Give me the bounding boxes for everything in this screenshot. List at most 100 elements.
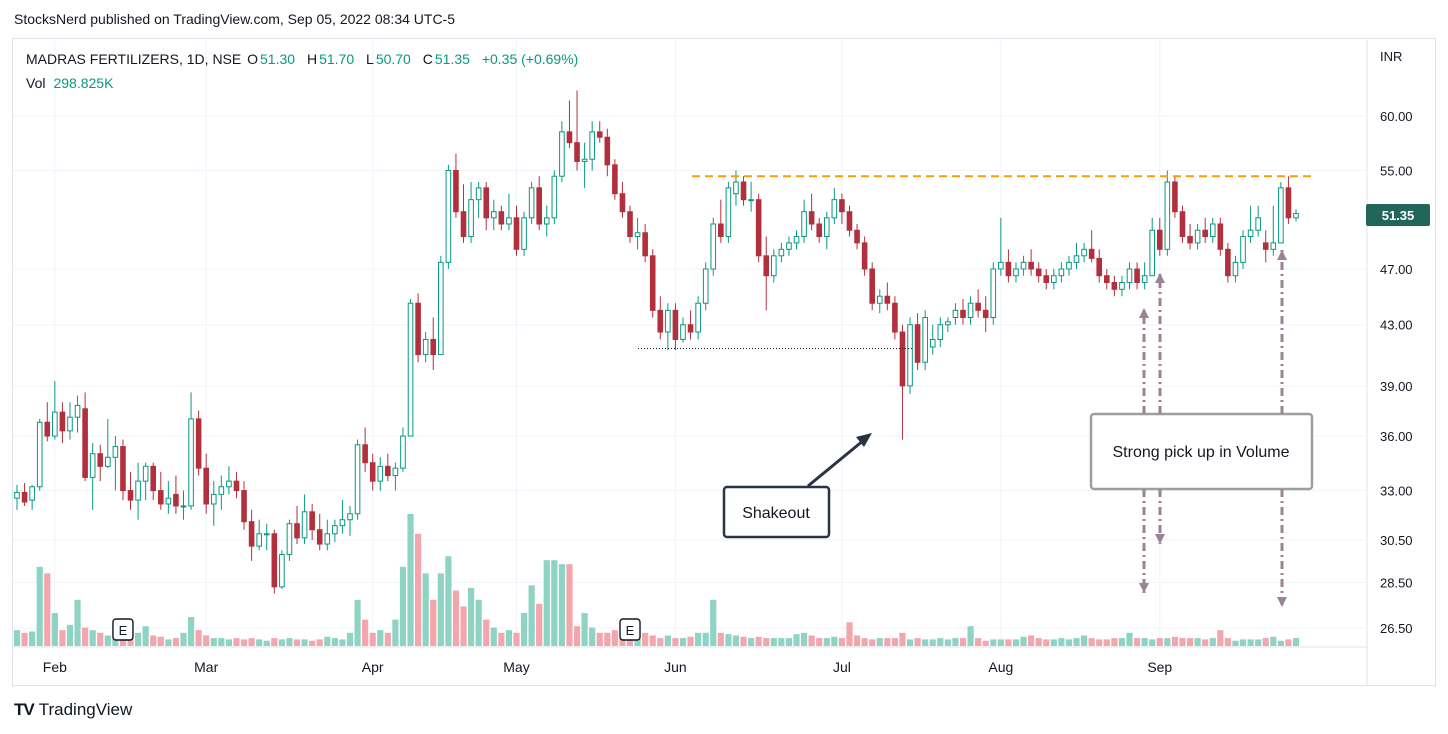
candle-body: [854, 229, 860, 244]
candle-body: [301, 511, 308, 539]
volume-bar: [1065, 639, 1073, 646]
volume-bar: [1111, 638, 1118, 646]
volume-bar: [846, 622, 853, 646]
volume-bar: [452, 590, 460, 646]
candle-body: [59, 411, 66, 432]
candle-body: [460, 211, 467, 238]
volume-bar: [543, 560, 550, 646]
candle-body: [29, 486, 35, 501]
volume-bar: [869, 639, 876, 646]
last-price-tag: 51.35: [1366, 204, 1430, 226]
volume-bar: [142, 626, 149, 646]
volume-bar: [1043, 639, 1050, 646]
volume-bar: [558, 564, 565, 646]
candle-body: [218, 486, 225, 495]
price-axis[interactable]: 60.00 55.00 47.00 43.00 39.00 36.00 33.00 30.50…: [1380, 109, 1413, 636]
volume-note-box: [1089, 412, 1314, 491]
volume-bar: [1133, 638, 1141, 646]
high-value: 51.70: [319, 51, 355, 67]
candle-body: [733, 181, 739, 195]
candle-body: [142, 465, 149, 482]
earnings-marker: E: [112, 618, 134, 641]
candle-body: [165, 497, 172, 505]
volume-bar: [664, 635, 671, 646]
volume-bar: [505, 630, 513, 646]
candle-body: [596, 131, 603, 138]
candle-body: [1187, 236, 1193, 244]
candle-body: [1081, 248, 1087, 257]
volume-bar: [596, 632, 603, 646]
volume-bar: [1171, 636, 1179, 646]
volume-bar: [831, 636, 838, 646]
volume-bar: [1080, 635, 1088, 646]
volume-bar: [536, 603, 543, 646]
candle-body: [793, 236, 800, 244]
candle-body: [929, 338, 936, 348]
candle-body: [831, 199, 838, 219]
volume-bar: [884, 638, 891, 646]
volume-bar: [407, 514, 414, 646]
candle-body: [1035, 268, 1042, 277]
close-label: C: [422, 51, 433, 67]
volume-bar: [937, 638, 944, 646]
overlays: E E Shakeout Strong pick up in Volume: [112, 175, 1314, 641]
time-axis[interactable]: Feb Mar Apr May Jun Jul Aug Sep: [43, 659, 1173, 675]
volume-bar: [1179, 638, 1186, 646]
candle-body: [475, 187, 482, 201]
volume-bar: [248, 638, 255, 646]
candle-body: [407, 302, 414, 437]
candle-body: [536, 187, 542, 225]
symbol-legend: MADRAS FERTILIZERS, 1D, NSE O 51.30 H 51.7…: [26, 51, 586, 67]
candle-body: [1285, 187, 1292, 219]
candle-body: [44, 421, 51, 437]
candle-body: [1088, 248, 1095, 259]
candle-body: [778, 248, 785, 257]
volume-bar: [256, 639, 263, 646]
symbol-line: MADRAS FERTILIZERS, 1D, NSE: [26, 51, 242, 67]
volume-bar: [1239, 639, 1247, 646]
volume-bar: [97, 632, 104, 646]
volume-bar: [748, 638, 755, 646]
candle-body: [97, 453, 104, 467]
volume-bar: [906, 639, 914, 646]
candle-body: [771, 255, 777, 277]
candle-body: [695, 302, 701, 333]
candle-body: [332, 525, 338, 535]
candle-body: [1073, 255, 1080, 263]
publisher-line: StocksNerd published on TradingView.com,…: [14, 11, 455, 27]
volume-note-label: Strong pick up in Volume: [1113, 444, 1290, 461]
volume-bar: [785, 638, 793, 646]
candle-body: [808, 211, 815, 225]
candle-body: [786, 242, 792, 250]
volume-bar: [1277, 640, 1284, 646]
shakeout-label: Shakeout: [742, 505, 810, 522]
candle-body: [657, 309, 664, 333]
volume-bar: [1194, 638, 1201, 646]
candle-body: [105, 456, 111, 467]
candle-body: [1134, 268, 1140, 283]
volume-bar: [1005, 639, 1012, 646]
earnings-marker: E: [619, 618, 641, 641]
candle-body: [468, 199, 474, 238]
candle-body: [226, 480, 232, 488]
candle-body: [687, 324, 694, 333]
candlesticks: [14, 90, 1299, 594]
footer-brand[interactable]: TV TradingView: [14, 700, 132, 720]
candle-body: [680, 324, 686, 340]
volume-bar: [445, 556, 452, 646]
volume-bar: [59, 630, 66, 646]
volume-bar: [876, 638, 883, 646]
candle-body: [1013, 268, 1019, 277]
open-value: 51.30: [260, 51, 296, 67]
candle-body: [967, 302, 974, 318]
volume-bar: [1224, 638, 1231, 646]
volume-arrow-up-1-head: [1139, 308, 1149, 318]
time-tick-label: Jun: [664, 659, 687, 675]
volume-bar: [861, 638, 868, 646]
volume-bar: [165, 639, 172, 646]
volume-bar: [74, 599, 81, 646]
price-tick-label: 60.00: [1380, 109, 1413, 124]
volume-bar: [172, 638, 180, 646]
volume-bar: [1035, 638, 1042, 646]
